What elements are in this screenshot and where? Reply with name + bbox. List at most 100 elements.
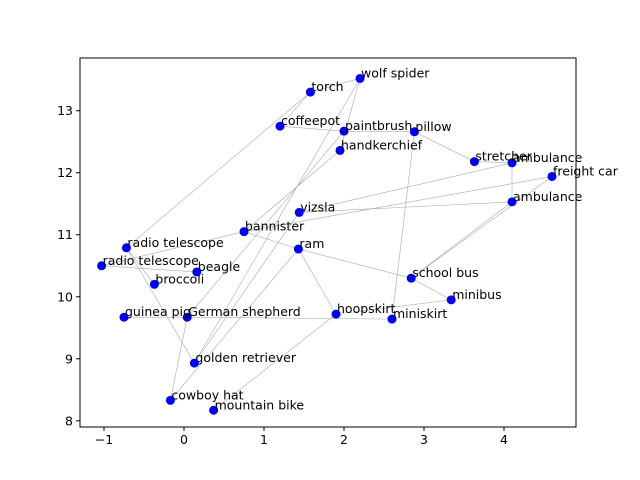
edge-line	[298, 248, 337, 315]
data-point	[547, 171, 557, 181]
point-label: vizsla	[300, 199, 335, 214]
point-label: cowboy hat	[171, 387, 243, 402]
data-point	[209, 405, 219, 415]
edge-line	[299, 201, 513, 213]
data-point	[355, 73, 365, 83]
edge-line	[243, 150, 341, 232]
x-tick-label: −1	[95, 432, 113, 447]
data-point	[121, 243, 131, 253]
point-label: miniskirt	[393, 306, 447, 321]
edge-line	[170, 248, 299, 401]
edge-line	[126, 247, 195, 364]
x-tick-label: 2	[340, 432, 348, 447]
data-point	[469, 157, 479, 167]
edge-line	[414, 131, 475, 162]
edge-line	[170, 317, 188, 401]
edge-line	[343, 130, 415, 133]
edge-line	[339, 78, 361, 151]
x-tick-label: 1	[260, 432, 268, 447]
edge-line	[335, 299, 452, 315]
edge-line	[298, 248, 412, 279]
edge-line	[126, 247, 155, 285]
x-tick-label: 0	[180, 432, 188, 447]
point-label: beagle	[198, 259, 241, 274]
edge-line	[411, 201, 513, 279]
x-tick-label: 3	[420, 432, 428, 447]
point-label: torch	[311, 79, 343, 94]
point-label: ambulance	[513, 150, 583, 165]
data-point	[409, 127, 419, 137]
point-label: ram	[299, 236, 324, 251]
edge-line	[186, 130, 345, 318]
data-point	[305, 87, 315, 97]
point-label: bannister	[245, 219, 305, 234]
edge-line	[279, 91, 311, 127]
edge-line	[279, 125, 345, 132]
point-label: pillow	[415, 119, 451, 134]
data-point	[446, 295, 456, 305]
data-point	[275, 121, 285, 131]
y-tick-label: 10	[57, 289, 73, 304]
data-point	[335, 145, 345, 155]
point-label: radio telescope	[103, 253, 200, 268]
edge-line	[101, 265, 197, 273]
point-label: paintbrush	[345, 118, 412, 133]
x-axis: −1 0 1 2 3 4	[95, 427, 508, 447]
data-point	[387, 314, 397, 324]
edge-line	[187, 316, 393, 320]
edge-line	[101, 231, 245, 267]
y-tick-label: 11	[57, 227, 73, 242]
point-label: guinea pig	[125, 304, 191, 319]
point-label: ambulance	[513, 189, 583, 204]
data-point	[182, 312, 192, 322]
point-label: freight car	[553, 163, 619, 178]
data-point	[189, 358, 199, 368]
y-tick-label: 13	[57, 103, 73, 118]
data-point	[331, 309, 341, 319]
x-tick-label: 4	[500, 432, 508, 447]
point-labels-layer: wolf spider torch coffeepot paintbrush pillo…	[103, 65, 619, 412]
point-label: handkerchief	[341, 137, 423, 152]
edge-line	[391, 131, 415, 320]
points-layer	[97, 73, 557, 415]
data-point	[507, 197, 517, 207]
data-point	[165, 395, 175, 405]
edge-line	[474, 161, 513, 164]
y-axis: 8 9 10 11 12 13	[57, 103, 80, 428]
data-point	[149, 279, 159, 289]
point-label: wolf spider	[361, 65, 430, 80]
edge-line	[299, 162, 513, 213]
edge-line	[243, 231, 299, 250]
y-tick-label: 9	[65, 351, 73, 366]
point-label: coffeepot	[281, 113, 340, 128]
point-label: minibus	[452, 287, 501, 302]
data-point	[192, 267, 202, 277]
data-point	[507, 158, 517, 168]
data-point	[97, 261, 107, 271]
data-point	[406, 273, 416, 283]
edge-line	[310, 78, 361, 93]
edge-line	[194, 78, 361, 364]
edge-line	[243, 176, 553, 232]
point-label: mountain bike	[215, 397, 305, 412]
edges-layer	[101, 78, 553, 411]
edge-line	[411, 277, 452, 301]
y-tick-label: 12	[57, 165, 73, 180]
data-point	[119, 312, 129, 322]
plot-frame	[79, 57, 577, 428]
point-label: German shepherd	[188, 304, 301, 319]
data-point	[294, 207, 304, 217]
point-label: broccoli	[155, 271, 204, 286]
data-point	[339, 126, 349, 136]
point-label: stretcher	[475, 149, 532, 164]
point-label: radio telescope	[127, 235, 224, 250]
point-label: school bus	[412, 265, 478, 280]
point-label: hoopskirt	[337, 301, 396, 316]
y-tick-label: 8	[65, 413, 73, 428]
data-point	[293, 244, 303, 254]
edge-line	[126, 91, 311, 249]
edge-line	[194, 212, 300, 364]
point-label: golden retriever	[195, 350, 296, 365]
edge-line	[213, 313, 337, 411]
